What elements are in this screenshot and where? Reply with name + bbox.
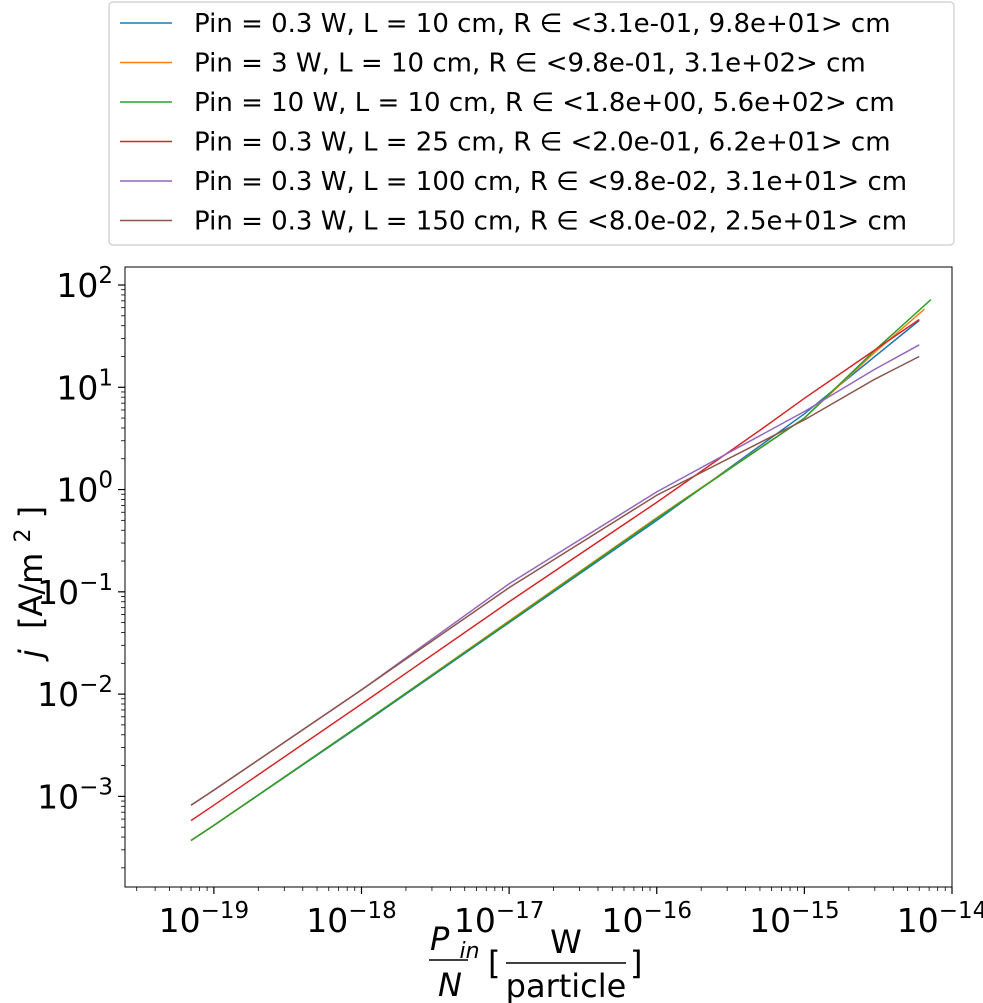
x-tick-label: 10−14 bbox=[897, 898, 983, 940]
plot-area bbox=[124, 266, 953, 888]
legend: Pin = 0.3 W, L = 10 cm, R ∈ <3.1e-01, 9.… bbox=[120, 9, 907, 237]
x-axis-label: P in N [ W particle ] bbox=[429, 920, 642, 1003]
x-label-denominator: N bbox=[438, 966, 462, 1003]
x-tick-label: 10−16 bbox=[601, 898, 692, 940]
y-axis-label: j [A/m 2 ] bbox=[0, 506, 50, 662]
legend-label-6: Pin = 0.3 W, L = 150 cm, R ∈ <8.0e-02, 2… bbox=[194, 207, 907, 237]
y-tick-label: 10−2 bbox=[37, 672, 113, 714]
svg-text:P in: P in bbox=[430, 920, 480, 964]
y-tick-label: 10−3 bbox=[37, 774, 113, 816]
legend-label-2: Pin = 3 W, L = 10 cm, R ∈ <9.8e-01, 3.1e… bbox=[194, 49, 866, 79]
y-axis-unit-prefix: [A/m bbox=[12, 553, 50, 629]
y-tick-label: 101 bbox=[56, 365, 113, 407]
svg-text:j [A/m 2 ]: j [A/m 2 ] bbox=[0, 506, 50, 662]
legend-box bbox=[108, 1, 955, 246]
legend-label-4: Pin = 0.3 W, L = 25 cm, R ∈ <2.0e-01, 6.… bbox=[194, 128, 891, 158]
x-label-unit-denominator: particle bbox=[506, 967, 627, 1003]
series-line-3 bbox=[190, 299, 932, 842]
legend-label-1: Pin = 0.3 W, L = 10 cm, R ∈ <3.1e-01, 9.… bbox=[194, 9, 891, 39]
y-axis-ticks: 10−3 10−2 10−1 100 101 102 bbox=[37, 263, 125, 869]
y-tick-label: 100 bbox=[56, 468, 113, 510]
legend-label-3: Pin = 10 W, L = 10 cm, R ∈ <1.8e+00, 5.6… bbox=[194, 88, 895, 118]
series-lines bbox=[190, 299, 932, 842]
y-axis-unit-suffix: ] bbox=[12, 506, 50, 518]
y-axis-unit-exp: 2 bbox=[11, 529, 36, 543]
y-axis-symbol: j bbox=[12, 649, 50, 662]
series-line-6 bbox=[190, 355, 920, 806]
y-tick-label: 10−1 bbox=[37, 570, 113, 612]
x-label-open-bracket: [ bbox=[488, 944, 500, 982]
x-tick-label: 10−19 bbox=[159, 898, 250, 940]
x-label-close-bracket: ] bbox=[630, 944, 642, 982]
x-label-unit-numerator: W bbox=[550, 923, 582, 961]
x-tick-label: 10−17 bbox=[454, 898, 545, 940]
x-label-numerator-sub: in bbox=[459, 939, 479, 964]
x-tick-label: 10−15 bbox=[749, 898, 840, 940]
x-axis-ticks: 10−19 10−18 10−17 10−16 10−15 10−14 bbox=[136, 887, 983, 940]
x-tick-label: 10−18 bbox=[306, 898, 397, 940]
y-tick-label: 102 bbox=[56, 263, 113, 305]
legend-label-5: Pin = 0.3 W, L = 100 cm, R ∈ <9.8e-02, 3… bbox=[194, 167, 907, 197]
x-label-numerator: P bbox=[430, 920, 450, 958]
series-line-4 bbox=[190, 318, 920, 822]
